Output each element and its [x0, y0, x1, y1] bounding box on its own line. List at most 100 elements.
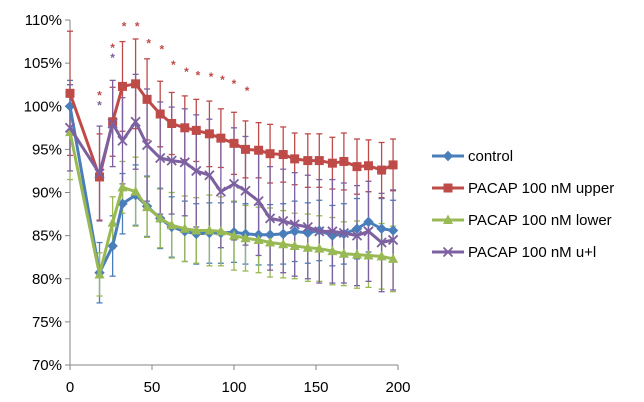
data-point-stroke — [141, 139, 153, 151]
data-point — [352, 162, 362, 172]
data-point — [240, 232, 251, 243]
data-point-stroke — [264, 213, 276, 224]
data-point — [302, 221, 313, 233]
data-point — [107, 240, 118, 252]
data-point — [167, 119, 177, 128]
legend-swatch-marker — [443, 183, 453, 193]
data-point — [191, 125, 201, 135]
data-point — [327, 245, 338, 256]
y-tick-label: 90% — [32, 185, 62, 202]
data-point — [302, 242, 313, 252]
data-point-stroke — [94, 168, 105, 179]
legend-item-2: PACAP 100 nM lower — [432, 212, 612, 229]
legend-label: PACAP 100 nM lower — [468, 212, 612, 229]
data-point-stroke — [240, 185, 251, 196]
legend-item-0: control — [432, 148, 513, 165]
data-point — [142, 201, 153, 212]
data-point — [240, 185, 251, 196]
data-point — [290, 154, 300, 164]
data-point — [278, 215, 289, 227]
significance-star: * — [97, 88, 102, 102]
data-point — [107, 217, 118, 227]
data-point — [228, 178, 240, 190]
significance-star: * — [110, 41, 115, 55]
x-tick-label: 200 — [385, 379, 410, 396]
legend-item-1: PACAP 100 nM upper — [432, 180, 614, 197]
data-point — [388, 160, 398, 170]
significance-star: * — [184, 65, 189, 79]
data-point — [117, 181, 128, 192]
data-point — [363, 249, 374, 260]
data-point — [215, 225, 226, 236]
significance-star: * — [196, 68, 201, 82]
y-tick-label: 105% — [24, 55, 62, 72]
y-tick-label: 75% — [32, 314, 62, 331]
data-point — [180, 123, 190, 133]
data-point — [278, 150, 288, 160]
series-1 — [65, 79, 398, 182]
data-point — [314, 156, 324, 166]
data-point — [265, 149, 275, 159]
significance-star: * — [209, 70, 214, 84]
x-tick-label: 50 — [144, 379, 161, 396]
significance-star: * — [122, 19, 127, 33]
data-point — [130, 116, 141, 127]
data-point — [215, 186, 227, 197]
data-point — [339, 156, 349, 166]
data-point — [131, 79, 141, 89]
data-point-stroke — [289, 219, 300, 230]
data-point — [289, 240, 300, 250]
data-point-stroke — [155, 152, 166, 164]
data-point — [204, 224, 215, 235]
series-line — [68, 120, 394, 245]
data-point — [289, 226, 300, 237]
data-point — [302, 227, 314, 239]
legend-swatch-marker — [443, 214, 453, 224]
x-tick-label: 150 — [303, 379, 328, 396]
legend-label: PACAP 100 nM upper — [468, 180, 614, 197]
data-point-stroke — [327, 226, 338, 237]
significance-star: * — [232, 77, 237, 91]
data-point — [376, 237, 387, 248]
data-point — [327, 158, 337, 168]
data-point — [277, 228, 289, 240]
y-tick-label: 95% — [32, 141, 62, 158]
legend-item-3: PACAP 100 nM u+l — [432, 244, 596, 261]
data-point — [314, 226, 325, 237]
data-point — [141, 139, 153, 151]
data-point-stroke — [338, 227, 350, 239]
significance-star: * — [171, 58, 176, 72]
data-point-stroke — [117, 135, 128, 146]
data-point-stroke — [166, 155, 177, 166]
data-point-stroke — [376, 237, 387, 248]
data-point — [95, 172, 105, 182]
data-point — [94, 268, 105, 279]
data-point — [191, 165, 202, 177]
data-point-stroke — [130, 116, 141, 127]
data-point-stroke — [215, 186, 227, 197]
y-tick-label: 70% — [32, 357, 62, 374]
data-point-stroke — [204, 170, 215, 181]
data-point — [64, 122, 76, 133]
data-point-stroke — [278, 215, 289, 227]
series-0 — [64, 101, 399, 278]
data-point-stroke — [387, 234, 399, 246]
data-point — [179, 223, 190, 233]
x-tick-label: 0 — [66, 379, 74, 396]
data-point-stroke — [64, 122, 76, 133]
plot-area: 70% 75% 80% 85% 90% 95% 100% 105% 110% 0 50 100 150 2… — [24, 12, 411, 396]
data-point-stroke — [314, 226, 325, 237]
data-point — [253, 234, 264, 244]
data-point — [351, 230, 363, 241]
data-point-stroke — [228, 178, 240, 190]
data-point — [240, 144, 250, 154]
data-point — [204, 170, 215, 181]
data-point — [352, 249, 362, 259]
data-point — [264, 213, 276, 224]
data-point-stroke — [253, 195, 264, 207]
series-3 — [64, 116, 399, 248]
data-point — [142, 94, 152, 104]
data-point — [155, 109, 165, 119]
data-point — [179, 157, 190, 168]
data-point — [363, 226, 374, 237]
